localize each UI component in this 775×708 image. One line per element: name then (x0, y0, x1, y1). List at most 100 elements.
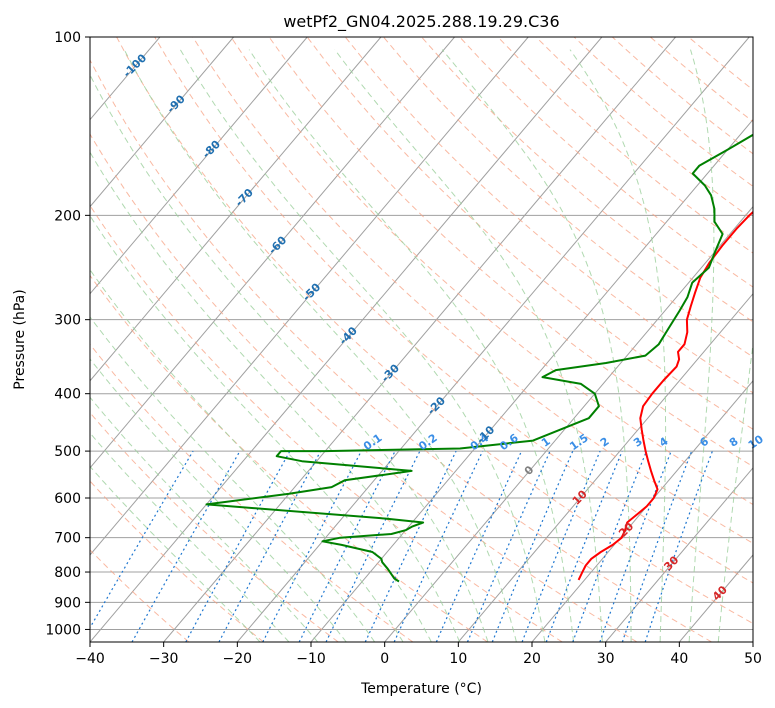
isotherm-line (90, 37, 382, 382)
isotherm-line (90, 37, 308, 295)
mixing-ratio-line (325, 450, 421, 642)
grid-layer (0, 37, 753, 642)
dry-adiabat-line (90, 480, 264, 642)
mixing-ratio-label: 2 (598, 435, 612, 450)
mixing-ratio-line (131, 450, 241, 642)
mixing-ratio-label: 8 (727, 435, 741, 450)
mixing-ratio-line (262, 450, 362, 642)
x-tick-label: 40 (670, 651, 688, 667)
moist-adiabat-line (179, 49, 546, 642)
moist-adiabat-line (717, 340, 753, 642)
dry-adiabat-line (90, 411, 339, 642)
dry-adiabat-line (573, 37, 753, 187)
y-tick-label: 900 (54, 595, 81, 611)
moist-adiabat-line (90, 465, 261, 642)
mixing-ratio-line (466, 450, 551, 642)
mixing-ratio-label: 6 (697, 435, 711, 450)
dry-adiabat-line (116, 37, 753, 625)
mixing-ratio-line (90, 450, 194, 629)
mixing-ratio-label: 1.5 (567, 431, 590, 453)
dry-adiabat-line (383, 37, 753, 358)
dry-adiabat-line (230, 37, 753, 506)
moist-adiabat-line (569, 49, 667, 642)
y-axis: 1000 900 800 700 600 500 400 300 200 100 (45, 30, 90, 638)
mixing-ratio-line (521, 450, 601, 642)
y-tick-label: 100 (54, 30, 81, 46)
isotherm-line (0, 37, 13, 642)
dry-adiabat-line (497, 37, 753, 254)
dry-adiabat-line (535, 37, 753, 221)
moist-adiabat-line (334, 49, 603, 642)
moist-adiabat-line (248, 49, 575, 642)
moist-adiabat-line (90, 268, 404, 642)
isotherm-line (236, 37, 750, 642)
moist-adiabat-line (688, 49, 715, 642)
isotherm-line (457, 292, 753, 642)
mixing-ratio-line (298, 450, 396, 642)
x-axis-title: Temperature (°C) (360, 681, 482, 697)
dry-adiabat-line (268, 37, 753, 468)
mixing-ratio-line (621, 450, 693, 642)
plot-frame (89, 36, 754, 643)
y-tick-label: 500 (54, 444, 81, 460)
isotherm-line (310, 118, 753, 642)
dry-adiabat-line (154, 37, 753, 584)
isotherm-line (752, 641, 753, 642)
dry-adiabat-line (90, 204, 563, 642)
x-tick-label: 50 (744, 651, 762, 667)
series-layer (205, 133, 753, 583)
y-tick-label: 400 (54, 387, 81, 403)
temperature-profile-line (577, 210, 753, 581)
isotherm-line (90, 37, 603, 642)
isotherm-line (90, 37, 529, 556)
isotherm-line (605, 467, 753, 642)
moist-adiabat-line (90, 432, 290, 642)
isotherm-line (531, 380, 753, 642)
moist-adiabat-line (123, 49, 517, 642)
dry-adiabat-line (90, 274, 488, 642)
dry-adiabat-line (459, 37, 753, 288)
moist-adiabat-line (90, 316, 376, 642)
mixing-ratio-label: 10 (746, 432, 766, 452)
x-tick-label: −40 (75, 651, 105, 667)
mixing-ratio-label: 4 (657, 435, 671, 450)
moist-adiabat-line (90, 73, 489, 642)
y-tick-label: 600 (54, 491, 81, 507)
moist-adiabat-line (90, 396, 319, 642)
mixing-ratio-line (393, 450, 484, 642)
mixing-ratio-line (435, 450, 523, 642)
mixing-ratio-line (491, 450, 574, 642)
mixing-ratio-line (218, 450, 322, 642)
y-tick-label: 1000 (45, 622, 81, 638)
dry-adiabat-line (90, 549, 190, 642)
x-tick-label: −30 (149, 651, 179, 667)
mixing-ratio-line (185, 450, 291, 642)
y-tick-label: 700 (54, 531, 81, 547)
mixing-ratio-line (572, 450, 648, 642)
y-axis-title: Pressure (hPa) (12, 289, 28, 389)
isotherm-line (163, 37, 676, 642)
dry-adiabat-line (90, 58, 712, 642)
x-tick-label: 0 (380, 651, 389, 667)
dry-adiabat-line (688, 37, 753, 91)
moist-adiabat-line (441, 49, 632, 642)
mixing-ratio-line (364, 450, 457, 642)
y-tick-label: 800 (54, 565, 81, 581)
chart-title: wetPf2_GN04.2025.288.19.29.C36 (283, 12, 559, 32)
isotherm-label: -100 (121, 51, 150, 80)
mixing-ratio-label: 0.6 (497, 431, 521, 453)
dry-adiabat-line (306, 37, 753, 430)
dewpoint-profile-line (205, 133, 753, 583)
dry-adiabat-line (90, 343, 414, 642)
mixing-ratio-line (644, 450, 713, 642)
isotherm-line (90, 37, 234, 208)
isopleth-labels: 0.10.20.40.611.52346810131620253036-100-… (121, 51, 767, 603)
moist-adiabat-line (90, 151, 461, 642)
isotherm-line (384, 205, 753, 642)
x-tick-label: −20 (223, 651, 253, 667)
x-axis: −40 −30 −20 −10 0 10 20 30 40 50 (75, 642, 762, 667)
dry-adiabat-line (650, 37, 753, 123)
moist-adiabat-line (90, 358, 347, 642)
dry-adiabat-line (192, 37, 753, 544)
